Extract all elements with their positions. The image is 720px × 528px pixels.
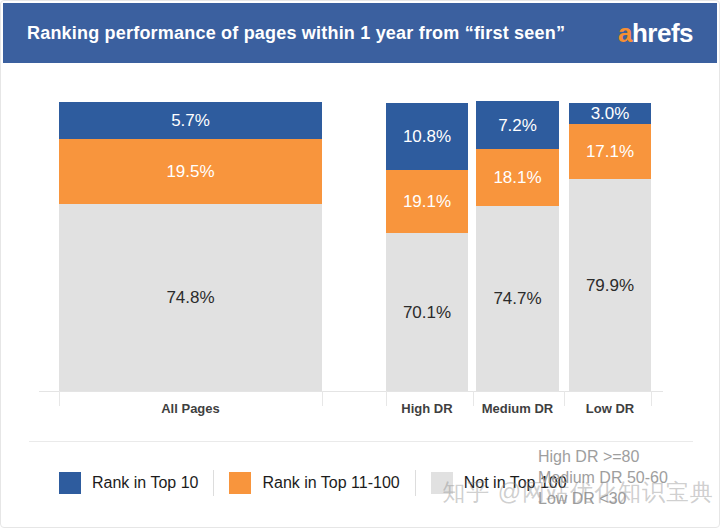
segment-rank-in-top-10-medium-dr: 7.2% [476, 101, 559, 149]
x-axis-line [39, 391, 663, 392]
legend-item-top11-100: Rank in Top 11-100 [229, 472, 399, 494]
segment-value-label: 5.7% [171, 112, 210, 129]
x-axis-tick [59, 391, 60, 406]
segment-value-label: 79.9% [586, 277, 634, 294]
segment-not-in-top-100-all-pages: 74.8% [59, 204, 322, 391]
x-axis-tick [386, 391, 387, 406]
x-axis-tick [564, 391, 565, 406]
legend-label-top11-100: Rank in Top 11-100 [262, 474, 399, 492]
segment-value-label: 74.8% [166, 289, 214, 306]
x-axis-label-medium-dr: Medium DR [482, 401, 554, 416]
segment-value-label: 18.1% [493, 169, 541, 186]
x-axis-label-low-dr: Low DR [586, 401, 634, 416]
x-axis-tick [322, 391, 323, 406]
legend-separator [415, 470, 416, 496]
legend-swatch-orange [229, 472, 251, 494]
segment-rank-in-top-10-low-dr: 3.0% [569, 103, 651, 124]
x-axis-tick [651, 391, 652, 406]
segment-value-label: 74.7% [493, 290, 541, 307]
legend-separator [213, 470, 214, 496]
bar-high-dr: 10.8% 19.1% 70.1% [386, 103, 468, 391]
segment-rank-in-top-11-100-medium-dr: 18.1% [476, 149, 559, 206]
segment-rank-in-top-11-100-high-dr: 19.1% [386, 170, 468, 233]
segment-value-label: 3.0% [591, 105, 630, 122]
segment-not-in-top-100-medium-dr: 74.7% [476, 206, 559, 391]
bar-medium-dr: 7.2% 18.1% 74.7% [476, 101, 559, 391]
segment-value-label: 17.1% [586, 143, 634, 160]
bar-all-pages: 5.7% 19.5% 74.8% [59, 102, 322, 391]
legend-swatch-blue [59, 472, 81, 494]
legend-divider-line [29, 441, 693, 442]
x-axis-tick [473, 391, 474, 406]
segment-rank-in-top-10-all-pages: 5.7% [59, 102, 322, 139]
segment-value-label: 19.5% [166, 163, 214, 180]
x-axis-label-all-pages: All Pages [161, 401, 220, 416]
segment-rank-in-top-11-100-low-dr: 17.1% [569, 124, 651, 179]
segment-value-label: 70.1% [403, 304, 451, 321]
chart-card: Ranking performance of pages within 1 ye… [0, 0, 720, 528]
legend-item-top10: Rank in Top 10 [59, 472, 198, 494]
segment-not-in-top-100-low-dr: 79.9% [569, 179, 651, 391]
segment-rank-in-top-10-high-dr: 10.8% [386, 103, 468, 170]
segment-value-label: 10.8% [403, 128, 451, 145]
note-high-dr: High DR >=80 [538, 446, 668, 467]
segment-rank-in-top-11-100-all-pages: 19.5% [59, 139, 322, 204]
legend-label-top10: Rank in Top 10 [92, 474, 198, 492]
watermark: 知乎 @网站优化知识宝典 [442, 477, 714, 508]
x-axis-label-high-dr: High DR [401, 401, 452, 416]
bar-low-dr: 3.0% 17.1% 79.9% [569, 103, 651, 391]
segment-value-label: 7.2% [498, 117, 537, 134]
segment-value-label: 19.1% [403, 193, 451, 210]
segment-not-in-top-100-high-dr: 70.1% [386, 233, 468, 391]
